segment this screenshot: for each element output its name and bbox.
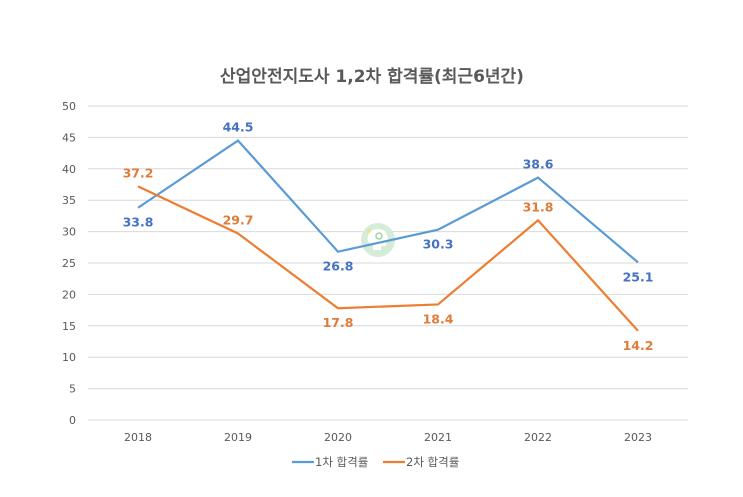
data-label: 18.4	[423, 311, 454, 326]
legend: 1차 합격률 2차 합격률	[292, 455, 459, 469]
x-tick-label: 2019	[224, 431, 252, 444]
x-axis-ticks: 2018 2019 2020 2021 2022 2023	[124, 431, 652, 444]
y-tick-label: 30	[62, 226, 76, 239]
data-label: 33.8	[123, 215, 154, 230]
y-tick-label: 20	[62, 288, 76, 301]
y-tick-label: 40	[62, 163, 76, 176]
series-line-1	[137, 139, 639, 264]
legend-item-2: 2차 합격률	[383, 455, 459, 469]
y-axis-ticks: 0 5 10 15 20 25 30 35 40 45 50	[62, 100, 76, 427]
data-label: 26.8	[323, 259, 354, 274]
y-tick-label: 5	[69, 383, 76, 396]
data-labels: 33.8 44.5 26.8 30.3 38.6 25.1 37.2 29.7 17.8 18.4…	[123, 120, 654, 353]
series-line-2	[137, 185, 639, 332]
gridlines	[88, 105, 688, 421]
y-tick-label: 0	[69, 414, 76, 427]
y-tick-label: 25	[62, 257, 76, 270]
x-tick-label: 2023	[624, 431, 652, 444]
x-tick-label: 2022	[524, 431, 552, 444]
data-label: 17.8	[323, 315, 354, 330]
data-label: 25.1	[623, 269, 654, 284]
x-tick-label: 2020	[324, 431, 352, 444]
y-tick-label: 45	[62, 131, 76, 144]
y-tick-label: 50	[62, 100, 76, 113]
series-lines	[137, 139, 639, 332]
y-tick-label: 10	[62, 351, 76, 364]
data-label: 30.3	[423, 237, 454, 252]
y-tick-label: 15	[62, 320, 76, 333]
x-tick-label: 2018	[124, 431, 152, 444]
chart-title: 산업안전지도사 1,2차 합격률(최근6년간)	[220, 66, 524, 87]
data-label: 37.2	[123, 165, 154, 180]
data-label: 14.2	[623, 338, 654, 353]
legend-item-1: 1차 합격률	[292, 455, 368, 469]
legend-label: 1차 합격률	[315, 455, 368, 469]
data-label: 29.7	[223, 212, 254, 227]
data-label: 38.6	[523, 157, 554, 172]
y-tick-label: 35	[62, 194, 76, 207]
data-label: 44.5	[223, 120, 254, 135]
x-tick-label: 2021	[424, 431, 452, 444]
legend-label: 2차 합격률	[406, 455, 459, 469]
data-label: 31.8	[523, 199, 554, 214]
